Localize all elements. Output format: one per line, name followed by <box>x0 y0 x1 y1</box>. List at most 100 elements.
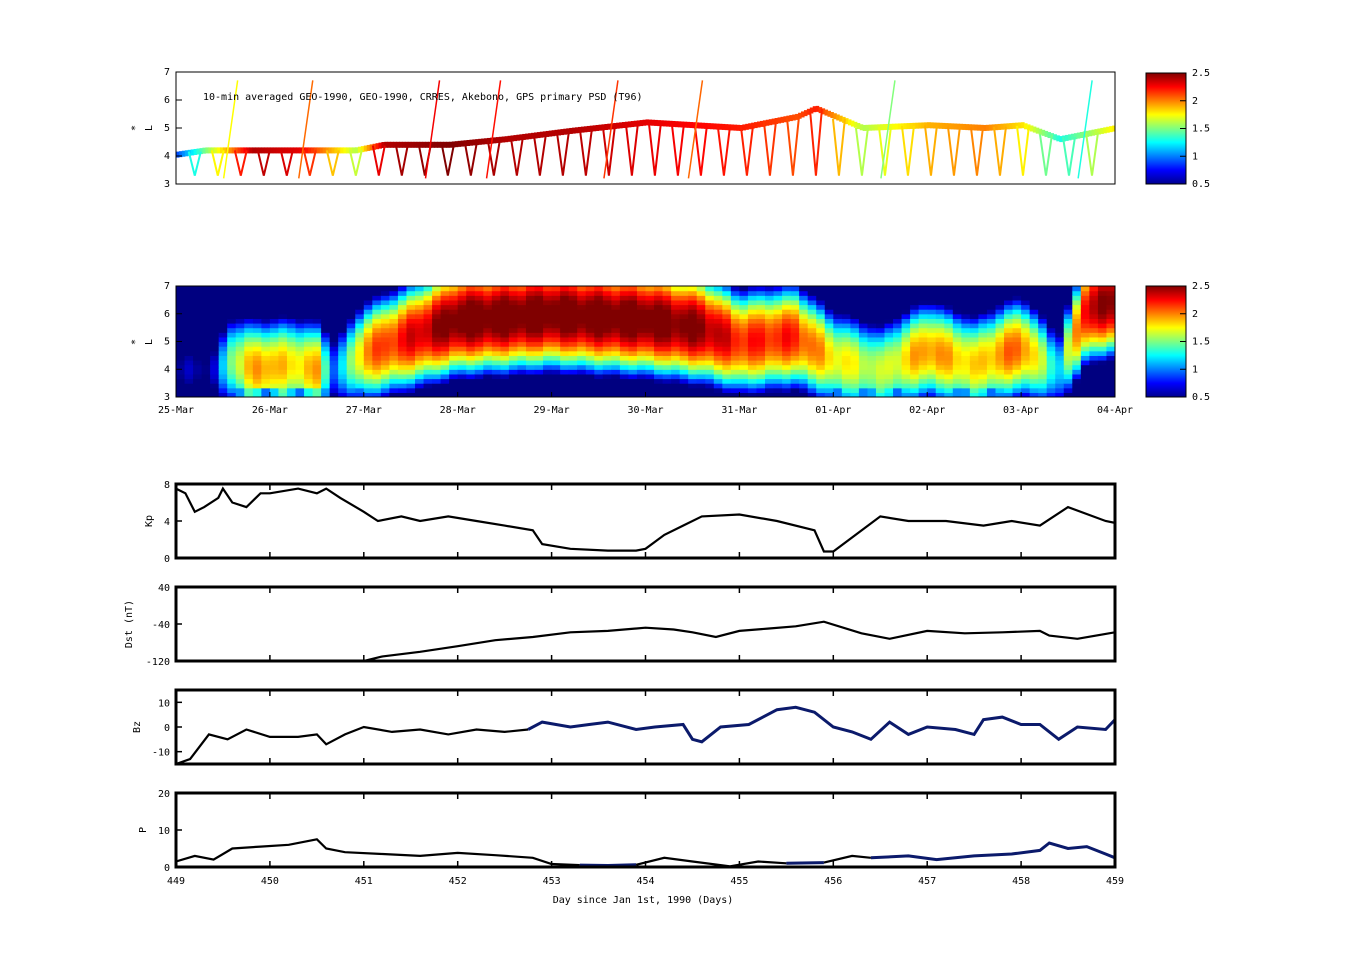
psd-heatmap-cell <box>696 346 706 352</box>
psd-heatmap-cell <box>235 346 245 352</box>
psd-heatmap-cell <box>440 364 450 370</box>
psd-heatmap-cell <box>756 295 766 301</box>
psd-heatmap-cell <box>705 364 715 370</box>
psd-heatmap-cell <box>466 346 476 352</box>
psd-heatmap-cell <box>491 387 501 393</box>
psd-heatmap-cell <box>833 336 843 343</box>
psd-heatmap-cell <box>935 392 945 397</box>
psd-heatmap-cell <box>679 364 689 370</box>
psd-heatmap-cell <box>551 323 561 329</box>
psd-heatmap-cell <box>1097 332 1108 338</box>
psd-heatmap-cell <box>790 336 800 343</box>
psd-heatmap-cell <box>585 341 595 347</box>
psd-heatmap-cell <box>765 392 775 397</box>
psd-heatmap-cell <box>773 341 783 347</box>
psd-track-cell <box>448 141 453 148</box>
psd-heatmap-cell <box>1055 392 1065 397</box>
psd-heatmap-cell <box>1012 304 1022 310</box>
psd-heatmap-cell <box>568 350 578 356</box>
psd-heatmap-cell <box>397 299 408 306</box>
psd-heatmap-cell <box>474 346 484 352</box>
psd-heatmap-cell <box>636 323 647 329</box>
psd-heatmap-cell <box>517 286 527 292</box>
psd-heatmap-cell <box>355 313 365 319</box>
psd-heatmap-cell <box>184 313 194 319</box>
psd-heatmap-cell <box>867 313 877 319</box>
psd-heatmap-cell <box>1046 286 1056 292</box>
psd-heatmap-cell <box>722 350 732 356</box>
psd-heatmap-cell <box>944 313 954 319</box>
psd-heatmap-cell <box>1106 378 1115 384</box>
psd-heatmap-cell <box>210 350 220 356</box>
psd-heatmap-cell <box>1021 299 1031 306</box>
psd-heatmap-cell <box>790 350 800 356</box>
psd-heatmap-cell <box>261 309 271 315</box>
psd-heatmap-cell <box>654 290 664 296</box>
psd-heatmap-cell <box>432 327 442 333</box>
psd-heatmap-cell <box>406 383 416 389</box>
psd-heatmap-cell <box>935 327 945 333</box>
psd-heatmap-cell <box>218 360 228 366</box>
psd-heatmap-cell <box>321 341 331 347</box>
kp-y-label: Kp <box>144 515 155 527</box>
psd-heatmap-cell <box>747 369 758 375</box>
psd-heatmap-cell <box>636 378 647 384</box>
psd-heatmap-cell <box>585 290 595 296</box>
psd-track-cell <box>178 151 183 158</box>
psd-heatmap-cell <box>688 332 698 338</box>
psd-heatmap-cell <box>176 392 186 397</box>
psd-heatmap-cell <box>944 290 954 296</box>
psd-heatmap-cell <box>508 360 519 366</box>
psd-heatmap-cell <box>1055 304 1065 310</box>
psd-heatmap-cell <box>457 299 467 306</box>
psd-heatmap-cell <box>696 360 706 366</box>
psd-heatmap-cell <box>1012 360 1022 366</box>
psd-heatmap-cell <box>449 364 459 370</box>
psd-heatmap-cell <box>432 350 442 356</box>
psd-heatmap-cell <box>1012 295 1022 301</box>
psd-heatmap-cell <box>679 336 689 343</box>
psd-heatmap-cell <box>286 346 297 352</box>
psd-heatmap-cell <box>440 355 450 361</box>
psd-heatmap-cell <box>397 350 408 356</box>
psd-heatmap-cell <box>295 346 305 352</box>
psd-heatmap-cell <box>543 350 553 356</box>
psd-heatmap-cell <box>508 364 519 370</box>
psd-heatmap-cell <box>500 318 510 324</box>
psd-heatmap-cell <box>619 369 630 375</box>
psd-heatmap-cell <box>483 369 493 375</box>
psd-heatmap-cell <box>790 304 800 310</box>
psd-heatmap-cell <box>210 299 220 306</box>
psd-heatmap-cell <box>1080 286 1090 292</box>
psd-heatmap-cell <box>893 332 903 338</box>
psd-heatmap-cell <box>483 313 493 319</box>
psd-heatmap-cell <box>978 290 988 296</box>
psd-heatmap-cell <box>705 332 715 338</box>
psd-heatmap-cell <box>713 286 723 292</box>
psd-heatmap-cell <box>176 378 186 384</box>
psd-heatmap-cell <box>304 387 314 393</box>
psd-heatmap-cell <box>397 392 408 397</box>
psd-heatmap-cell <box>1097 387 1108 393</box>
psd-heatmap-cell <box>415 295 425 301</box>
psd-heatmap-cell <box>1072 286 1082 292</box>
psd-heatmap-cell <box>782 323 792 329</box>
x-tick-label: 454 <box>636 876 654 887</box>
psd-heatmap-cell <box>466 387 476 393</box>
psd-heatmap-cell <box>235 299 245 306</box>
psd-heatmap-cell <box>389 327 399 333</box>
psd-heatmap-cell <box>1021 332 1031 338</box>
psd-heatmap-cell <box>321 378 331 384</box>
psd-heatmap-cell <box>1072 383 1082 389</box>
psd-heatmap-cell <box>235 369 245 375</box>
psd-heatmap-cell <box>824 364 834 370</box>
psd-track-cell <box>586 125 591 132</box>
psd-heatmap-cell <box>713 336 723 343</box>
psd-heatmap-cell <box>201 392 211 397</box>
psd-heatmap-cell <box>543 392 553 397</box>
psd-heatmap-cell <box>338 323 348 329</box>
psd-heatmap-cell <box>295 360 305 366</box>
psd-heatmap-cell <box>278 304 288 310</box>
psd-track-cell <box>1079 132 1084 138</box>
